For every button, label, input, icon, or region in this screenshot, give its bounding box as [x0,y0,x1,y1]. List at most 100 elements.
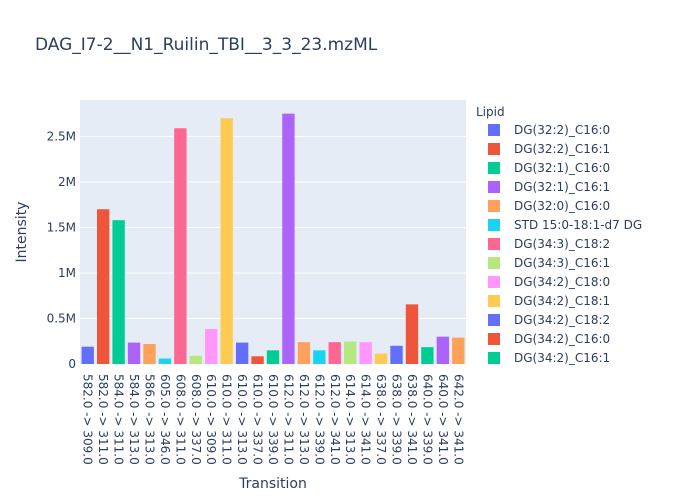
legend-label: DG(34:2)_C16:0 [514,332,610,346]
bar [220,118,233,364]
bar [313,350,326,364]
legend-swatch [488,238,500,250]
legend-title: Lipid [476,105,505,119]
bar [374,353,388,364]
legend-item: DG(32:2)_C16:0 [488,123,610,137]
x-tick-label: 640.0 -> 339.0 [420,374,434,465]
legend-item: DG(32:1)_C16:0 [488,161,610,175]
x-tick-label: 638.0 -> 341.0 [405,374,419,465]
y-axis-title: Intensity [14,202,30,263]
legend-item: DG(32:2)_C16:1 [488,142,610,156]
x-tick-label: 586.0 -> 313.0 [142,374,156,465]
x-tick-label: 640.0 -> 341.0 [436,374,450,465]
x-tick-label: 612.0 -> 313.0 [297,374,311,465]
legend-item: DG(34:2)_C18:0 [488,275,610,289]
y-tick-label: 2M [58,175,76,189]
x-tick-label: 638.0 -> 339.0 [390,374,404,465]
legend-item: DG(34:2)_C18:2 [488,313,610,327]
legend-label: DG(34:2)_C16:1 [514,351,610,365]
legend-items: DG(32:2)_C16:0 DG(32:2)_C16:1 DG(32:1)_C16… [488,123,642,365]
legend-swatch [488,352,500,364]
x-tick-label: 610.0 -> 311.0 [220,374,234,465]
bar [282,113,295,364]
legend-label: DG(34:3)_C16:1 [514,256,610,270]
x-tick-label: 612.0 -> 311.0 [281,374,295,465]
bar [235,342,249,364]
plot-area [80,100,466,364]
legend-swatch [488,314,500,326]
bar [127,342,141,364]
bar [158,358,172,364]
chart-title: DAG_I7-2__N1_Ruilin_TBI__3_3_23.mzML [35,35,378,55]
x-tick-label: 584.0 -> 311.0 [112,374,126,465]
bar [359,342,372,364]
x-tick-label: 608.0 -> 337.0 [189,374,203,465]
x-tick-label: 584.0 -> 313.0 [127,374,141,465]
legend-swatch [488,162,500,174]
x-tick-label: 608.0 -> 311.0 [173,374,187,465]
legend-swatch [488,143,500,155]
x-tick-label: 605.0 -> 346.0 [158,374,172,465]
legend-item: STD 15:0-18:1-d7 DG [488,218,642,232]
x-tick-label: 610.0 -> 337.0 [251,374,265,465]
x-axis-title: Transition [238,476,307,492]
bar [436,336,450,364]
bar [174,128,187,364]
x-tick-label: 582.0 -> 311.0 [96,374,110,465]
legend-swatch [488,219,500,231]
legend-label: STD 15:0-18:1-d7 DG [514,218,642,232]
legend-item: DG(34:3)_C18:2 [488,237,610,251]
legend-item: DG(34:2)_C16:1 [488,351,610,365]
x-tick-label: 614.0 -> 341.0 [359,374,373,465]
y-tick-label: 0 [68,357,76,371]
x-tick-label: 612.0 -> 339.0 [312,374,326,465]
x-tick-label: 610.0 -> 339.0 [266,374,280,465]
legend-swatch [488,257,500,269]
bar [112,220,125,364]
x-tick-label: 614.0 -> 313.0 [343,374,357,465]
y-tick-label: 1M [58,266,76,280]
y-gridlines [80,135,466,319]
bar [189,355,202,364]
legend-swatch [488,333,500,345]
legend-label: DG(32:1)_C16:1 [514,180,610,194]
x-tick-label: 610.0 -> 309.0 [204,374,218,465]
bar [96,209,110,364]
legend-label: DG(34:2)_C18:2 [514,313,610,327]
bar [251,356,264,364]
y-axis-ticks: 0 0.5M 1M 1.5M 2M 2.5M [47,129,76,371]
bar [297,342,311,364]
legend-label: DG(34:3)_C18:2 [514,237,610,251]
bar [344,341,357,364]
legend-item: DG(32:1)_C16:1 [488,180,610,194]
legend-swatch [488,181,500,193]
bar [81,346,94,364]
y-tick-label: 2.5M [47,129,76,143]
legend-label: DG(34:2)_C18:0 [514,275,610,289]
bar [405,304,419,364]
legend-label: DG(34:2)_C18:1 [514,294,610,308]
bar [421,347,434,364]
legend-label: DG(32:1)_C16:0 [514,161,610,175]
legend-label: DG(32:2)_C16:1 [514,142,610,156]
x-axis-ticks: 582.0 -> 309.0 582.0 -> 311.0 584.0 -> 311… [81,374,466,465]
legend-item: DG(34:2)_C16:0 [488,332,610,346]
bar [390,345,403,364]
y-tick-label: 1.5M [47,220,76,234]
bar [143,343,156,364]
legend-swatch [488,200,500,212]
x-tick-label: 582.0 -> 309.0 [81,374,95,465]
y-tick-label: 0.5M [47,311,76,325]
legend-label: DG(32:2)_C16:0 [514,123,610,137]
x-tick-label: 638.0 -> 337.0 [374,374,388,465]
bars [81,113,465,364]
legend-swatch [488,276,500,288]
legend-label: DG(32:0)_C16:0 [514,199,610,213]
legend-item: DG(34:2)_C18:1 [488,294,610,308]
legend-swatch [488,124,500,136]
legend-item: DG(34:3)_C16:1 [488,256,610,270]
bar [205,328,218,364]
legend-item: DG(32:0)_C16:0 [488,199,610,213]
x-tick-label: 612.0 -> 341.0 [328,374,342,465]
